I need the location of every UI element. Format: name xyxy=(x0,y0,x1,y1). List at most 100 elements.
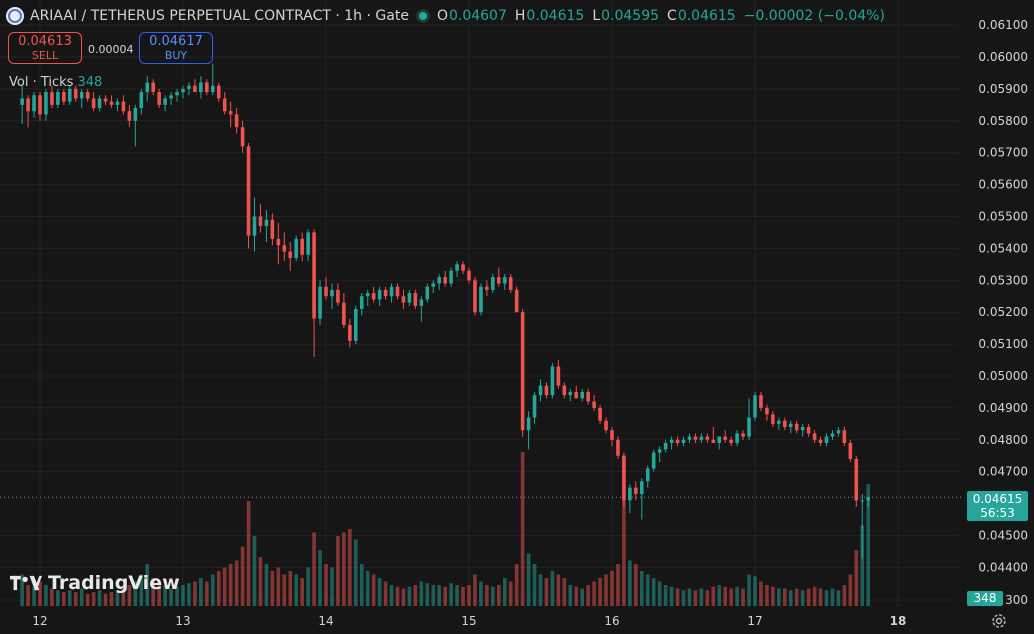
volume-bar xyxy=(240,546,245,606)
volume-bar xyxy=(848,574,853,606)
price-axis[interactable]: 0.06100 0.06000 0.05900 0.05800 0.05700 0.056… xyxy=(978,18,1028,607)
candle-body xyxy=(32,95,36,112)
candle-body xyxy=(639,481,644,495)
buy-button[interactable]: 0.04617 BUY xyxy=(139,32,213,64)
volume-bar xyxy=(216,571,221,606)
candle-body xyxy=(26,98,30,112)
volume-bar xyxy=(663,585,668,606)
candle-body xyxy=(735,433,739,443)
volume-bar xyxy=(681,590,686,606)
candle-body xyxy=(699,436,704,440)
volume-bar xyxy=(562,578,567,606)
candle-body xyxy=(485,286,489,290)
time-axis[interactable]: 12 13 14 15 16 17 18 xyxy=(32,614,906,628)
candle-body xyxy=(663,442,668,450)
volume-bar xyxy=(604,574,608,606)
candle-body xyxy=(276,238,281,246)
volume-bar xyxy=(794,588,799,606)
candle-body xyxy=(860,500,865,502)
candle-body xyxy=(169,95,173,99)
volume-bar xyxy=(205,581,209,606)
volume-bar xyxy=(431,585,436,606)
sell-label: SELL xyxy=(31,49,59,62)
candle-body xyxy=(306,232,310,255)
price-tick-label: 0.05900 xyxy=(978,82,1028,96)
candlesticks xyxy=(20,63,871,558)
candle-body xyxy=(550,366,555,396)
candle-body xyxy=(413,293,418,306)
candle-body xyxy=(395,286,400,297)
candle-body xyxy=(759,395,763,408)
candle-body xyxy=(419,299,424,306)
volume-bar xyxy=(276,567,281,606)
candle-body xyxy=(628,487,632,501)
candle-body xyxy=(586,391,590,402)
candle-body xyxy=(693,436,698,440)
volume-bar xyxy=(91,592,96,606)
last-price-tag: 0.04615 56:53 xyxy=(967,491,1028,521)
candle-body xyxy=(359,296,364,310)
candle-body xyxy=(747,417,751,437)
volume-bar xyxy=(622,455,626,606)
settings-gear-icon[interactable] xyxy=(990,612,1008,630)
candle-body xyxy=(729,439,733,443)
volume-bar xyxy=(32,586,36,606)
candle-body xyxy=(812,433,817,440)
candle-body xyxy=(508,277,513,290)
volume-bar xyxy=(103,593,108,606)
volume-bar xyxy=(800,590,805,606)
candle-body xyxy=(252,216,257,236)
candle-body xyxy=(85,92,90,99)
low-label: L xyxy=(592,8,601,24)
candle-body xyxy=(133,108,138,121)
price-tick-label: 0.05600 xyxy=(978,178,1028,192)
price-tick-label: 0.04700 xyxy=(978,465,1028,479)
candle-body xyxy=(538,385,543,396)
candle-body xyxy=(348,324,352,341)
volume-bar xyxy=(747,574,751,606)
volume-bar xyxy=(288,571,293,606)
legend-header: ARIAAI / TETHERUS PERPETUAL CONTRACT · 1… xyxy=(6,6,893,26)
candle-body xyxy=(282,245,287,252)
volume-bar xyxy=(866,484,871,606)
volume-bar xyxy=(193,581,197,606)
symbol-title[interactable]: ARIAAI / TETHERUS PERPETUAL CONTRACT · 1… xyxy=(30,8,409,24)
volume-bar xyxy=(127,585,132,606)
volume-bar xyxy=(687,588,692,606)
volume-bar xyxy=(645,574,650,606)
volume-bar xyxy=(79,588,84,606)
volume-bar xyxy=(520,452,525,606)
volume-bar xyxy=(580,588,585,606)
time-tick-label: 17 xyxy=(747,614,762,628)
candle-body xyxy=(818,439,823,443)
candle-body xyxy=(127,111,132,121)
candle-body xyxy=(318,286,322,319)
candle-body xyxy=(56,92,60,105)
price-tick-label: 0.05300 xyxy=(978,273,1028,287)
volume-bar xyxy=(353,539,358,606)
candle-body xyxy=(848,442,853,459)
volume-bar xyxy=(401,588,406,606)
sell-button[interactable]: 0.04613 SELL xyxy=(8,32,82,64)
candle-body xyxy=(109,101,114,105)
tradingview-logo[interactable]: TradingView xyxy=(10,572,180,594)
volume-bar xyxy=(568,585,573,606)
volume-bar xyxy=(109,592,114,606)
volume-bar xyxy=(639,571,644,606)
volume-bar xyxy=(741,588,745,606)
candle-body xyxy=(91,98,96,109)
candle-body xyxy=(407,293,412,303)
candle-body xyxy=(216,85,221,99)
candle-body xyxy=(258,216,263,227)
volume-bar xyxy=(818,588,823,606)
volume-bar xyxy=(806,588,811,606)
volume-bar xyxy=(782,588,787,606)
volume-bar xyxy=(735,586,739,606)
time-tick-label: 15 xyxy=(461,614,476,628)
volume-bar xyxy=(234,560,239,606)
volume-bar xyxy=(413,585,418,606)
volume-legend[interactable]: Vol · Ticks 348 xyxy=(9,75,102,90)
price-tick-label: 300 xyxy=(1005,593,1028,607)
volume-bar xyxy=(461,586,465,606)
